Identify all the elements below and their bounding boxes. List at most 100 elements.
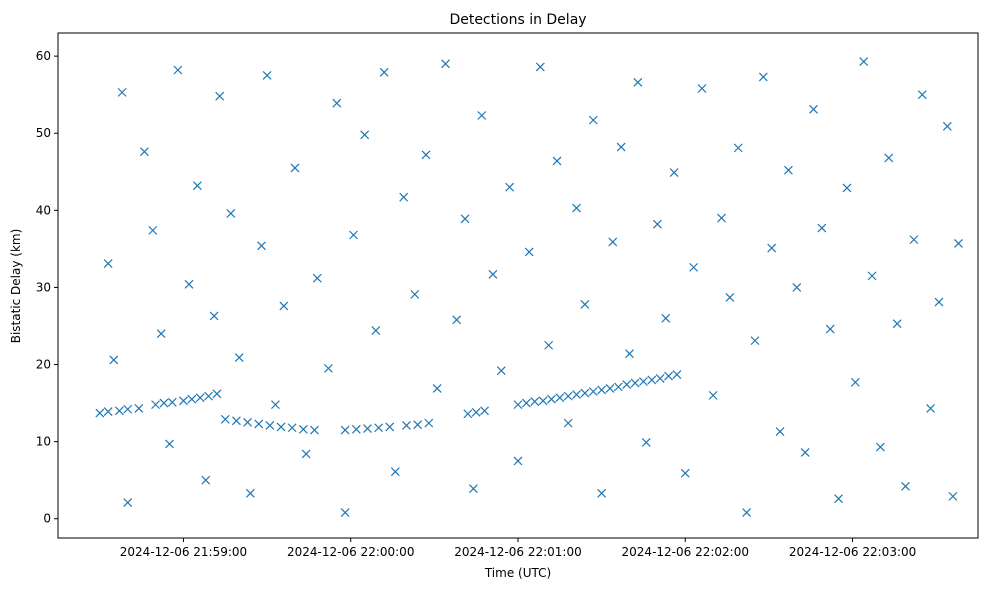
data-point-5 <box>151 400 161 410</box>
chart-title: Detections in Delay <box>449 12 586 28</box>
data-point-18 <box>276 422 286 432</box>
x-tick-label-2: 2024-12-06 22:01:00 <box>454 545 581 559</box>
data-point-65 <box>209 311 219 321</box>
data-point-90 <box>452 315 462 325</box>
data-point-127 <box>783 165 793 175</box>
data-point-137 <box>867 271 877 281</box>
data-point-39 <box>563 391 573 401</box>
data-point-115 <box>680 468 690 478</box>
data-point-96 <box>505 182 515 192</box>
data-point-106 <box>597 488 607 498</box>
data-point-71 <box>262 70 272 80</box>
data-point-113 <box>661 313 671 323</box>
data-point-132 <box>825 324 835 334</box>
data-point-122 <box>742 508 752 517</box>
data-point-38 <box>555 393 565 403</box>
plot-frame <box>57 32 979 539</box>
data-point-20 <box>298 424 308 434</box>
data-point-136 <box>859 57 869 66</box>
data-point-146 <box>942 121 952 131</box>
data-point-120 <box>725 293 735 302</box>
data-point-88 <box>432 384 442 393</box>
data-point-35 <box>530 397 540 406</box>
data-point-26 <box>385 422 395 432</box>
data-point-126 <box>775 427 785 437</box>
data-point-87 <box>421 150 431 160</box>
data-point-51 <box>664 371 673 381</box>
data-point-107 <box>608 237 618 247</box>
x-tick-label-0: 2024-12-06 21:59:00 <box>120 545 247 559</box>
data-point-139 <box>884 153 894 163</box>
data-point-128 <box>792 283 802 292</box>
data-point-16 <box>254 419 264 429</box>
data-point-31 <box>471 407 481 417</box>
data-point-84 <box>390 467 400 477</box>
data-point-63 <box>192 181 202 191</box>
data-point-69 <box>245 488 255 498</box>
data-point-10 <box>195 393 205 403</box>
data-point-82 <box>371 326 381 336</box>
data-point-148 <box>954 239 963 248</box>
data-point-78 <box>332 98 342 108</box>
data-point-147 <box>948 491 958 501</box>
data-point-12 <box>212 389 222 399</box>
x-tick-label-1: 2024-12-06 22:00:00 <box>287 545 414 559</box>
data-point-15 <box>243 417 253 427</box>
data-point-102 <box>563 418 573 428</box>
data-point-66 <box>215 91 225 101</box>
data-point-6 <box>159 398 169 408</box>
data-point-25 <box>374 423 384 433</box>
data-point-60 <box>165 439 174 449</box>
data-point-133 <box>834 494 844 504</box>
data-point-40 <box>572 390 581 400</box>
data-point-11 <box>204 391 213 401</box>
data-point-111 <box>641 437 651 447</box>
data-point-123 <box>750 336 760 346</box>
x-axis-ticks: 2024-12-06 21:59:00 2024-12-06 22:00:00 20… <box>120 538 916 559</box>
data-point-80 <box>349 230 358 240</box>
data-point-13 <box>220 414 230 424</box>
data-point-99 <box>535 62 545 72</box>
y-axis-label: Bistatic Delay (km) <box>9 229 23 344</box>
data-point-103 <box>572 203 581 213</box>
y-tick-label-5: 50 <box>36 126 51 140</box>
data-point-23 <box>351 424 361 434</box>
data-point-57 <box>139 147 149 157</box>
data-point-49 <box>647 375 657 385</box>
data-point-67 <box>226 208 236 218</box>
data-point-85 <box>399 192 409 202</box>
data-point-76 <box>312 273 322 283</box>
data-point-8 <box>179 396 188 406</box>
data-point-14 <box>231 416 241 426</box>
data-point-73 <box>279 301 289 311</box>
data-point-131 <box>817 223 827 233</box>
data-point-36 <box>538 396 548 406</box>
data-point-83 <box>379 67 389 77</box>
data-point-97 <box>513 456 523 466</box>
data-point-58 <box>148 225 158 235</box>
data-point-142 <box>909 235 919 245</box>
data-point-81 <box>360 130 370 140</box>
data-point-47 <box>630 378 640 388</box>
data-point-72 <box>271 400 280 410</box>
data-point-62 <box>184 279 194 289</box>
data-point-116 <box>689 262 699 272</box>
data-point-75 <box>301 449 311 459</box>
scatter-marks <box>95 57 963 517</box>
data-point-91 <box>460 214 470 224</box>
data-point-17 <box>265 421 275 430</box>
data-point-130 <box>809 104 818 114</box>
data-point-41 <box>580 388 590 398</box>
data-point-42 <box>588 387 598 396</box>
data-point-121 <box>733 143 743 153</box>
data-point-24 <box>363 424 372 433</box>
data-point-37 <box>547 394 556 404</box>
data-point-135 <box>850 377 860 387</box>
data-point-114 <box>669 168 679 177</box>
x-tick-label-3: 2024-12-06 22:02:00 <box>622 545 749 559</box>
data-point-4 <box>134 404 144 413</box>
data-point-112 <box>652 219 662 229</box>
data-point-144 <box>926 404 936 413</box>
data-point-100 <box>544 340 554 350</box>
data-point-9 <box>187 394 197 404</box>
